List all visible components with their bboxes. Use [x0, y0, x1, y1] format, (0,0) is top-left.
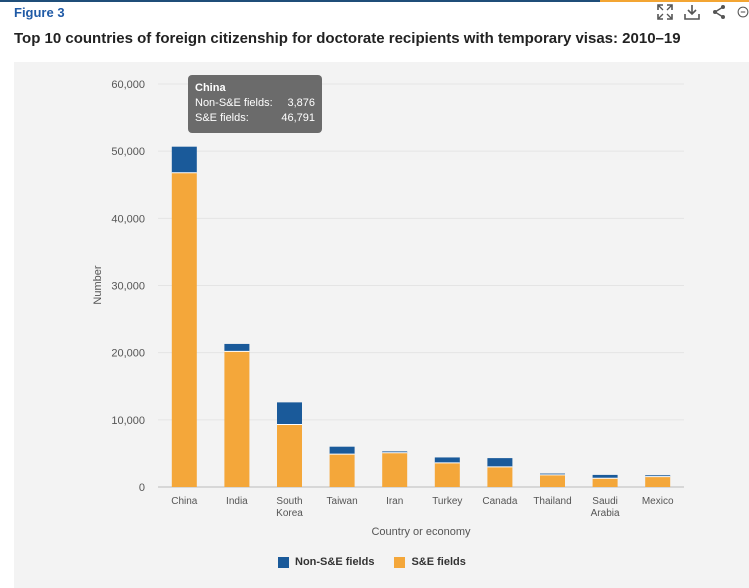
- x-tick-label: Arabia: [591, 508, 620, 519]
- bar-non-se[interactable]: [224, 343, 250, 352]
- figure-label: Figure 3: [14, 5, 65, 20]
- legend-label: Non-S&E fields: [295, 556, 375, 568]
- bar-se[interactable]: [487, 466, 513, 487]
- y-tick-label: 40,000: [111, 213, 145, 225]
- bar-non-se[interactable]: [171, 146, 197, 173]
- y-tick-label: 0: [139, 482, 145, 494]
- bar-non-se[interactable]: [329, 446, 355, 455]
- download-icon[interactable]: [683, 3, 701, 21]
- y-tick-label: 20,000: [111, 348, 145, 360]
- bar-se[interactable]: [224, 351, 250, 487]
- tooltip-row-non-se: Non-S&E fields: 3,876: [195, 96, 315, 111]
- legend-swatch: [278, 556, 289, 568]
- bar-non-se[interactable]: [277, 402, 302, 425]
- bar-se[interactable]: [329, 454, 355, 487]
- bar-se[interactable]: [434, 462, 460, 487]
- chart-tooltip: China Non-S&E fields: 3,876 S&E fields: …: [188, 75, 322, 133]
- bar-non-se[interactable]: [592, 474, 618, 479]
- legend-item-se[interactable]: S&E fields: [394, 556, 466, 568]
- x-tick-label: Korea: [276, 508, 303, 519]
- tooltip-label: Non-S&E fields:: [195, 97, 273, 109]
- bar-se[interactable]: [277, 424, 302, 487]
- tooltip-label: S&E fields:: [195, 112, 249, 124]
- x-tick-label: Thailand: [533, 496, 571, 507]
- bar-se[interactable]: [540, 474, 565, 487]
- legend-item-non-se[interactable]: Non-S&E fields: [278, 556, 374, 568]
- x-axis-title: Country or economy: [371, 526, 471, 538]
- share-icon[interactable]: [710, 3, 728, 21]
- chart-toolbar: [656, 3, 749, 21]
- x-tick-label: Iran: [386, 496, 403, 507]
- top-accent-bar: [0, 0, 600, 2]
- y-tick-label: 10,000: [111, 415, 145, 427]
- legend-label: S&E fields: [411, 556, 466, 568]
- bar-non-se[interactable]: [434, 457, 460, 463]
- y-tick-label: 60,000: [111, 79, 145, 91]
- tooltip-value: 46,791: [281, 112, 315, 124]
- bar-se[interactable]: [382, 452, 408, 487]
- top-accent-bar-secondary: [600, 0, 749, 2]
- tooltip-row-se: S&E fields: 46,791: [195, 111, 315, 126]
- y-tick-label: 30,000: [111, 281, 145, 293]
- bar-se[interactable]: [645, 476, 671, 487]
- x-tick-label: China: [171, 496, 198, 507]
- x-tick-label: Turkey: [432, 496, 462, 507]
- x-tick-label: Canada: [482, 496, 517, 507]
- bar-se[interactable]: [171, 172, 197, 487]
- more-icon[interactable]: [737, 3, 749, 21]
- x-tick-label: Taiwan: [327, 496, 358, 507]
- chart-title: Top 10 countries of foreign citizenship …: [14, 30, 681, 47]
- legend-swatch: [394, 556, 406, 568]
- bar-non-se[interactable]: [487, 458, 513, 467]
- expand-icon[interactable]: [656, 3, 674, 21]
- bar-non-se[interactable]: [645, 475, 671, 477]
- bar-non-se[interactable]: [540, 473, 565, 475]
- y-axis-title: Number: [92, 265, 104, 304]
- x-tick-label: India: [226, 496, 248, 507]
- x-tick-label: South: [276, 496, 302, 507]
- bar-se[interactable]: [592, 478, 618, 487]
- chart-legend: Non-S&E fields S&E fields: [278, 556, 466, 568]
- x-tick-label: Mexico: [642, 496, 674, 507]
- tooltip-title: China: [195, 82, 226, 94]
- bar-non-se[interactable]: [382, 451, 408, 453]
- chart-panel: [14, 62, 749, 588]
- x-tick-label: Saudi: [592, 496, 618, 507]
- y-tick-label: 50,000: [111, 146, 145, 158]
- tooltip-value: 3,876: [287, 97, 315, 109]
